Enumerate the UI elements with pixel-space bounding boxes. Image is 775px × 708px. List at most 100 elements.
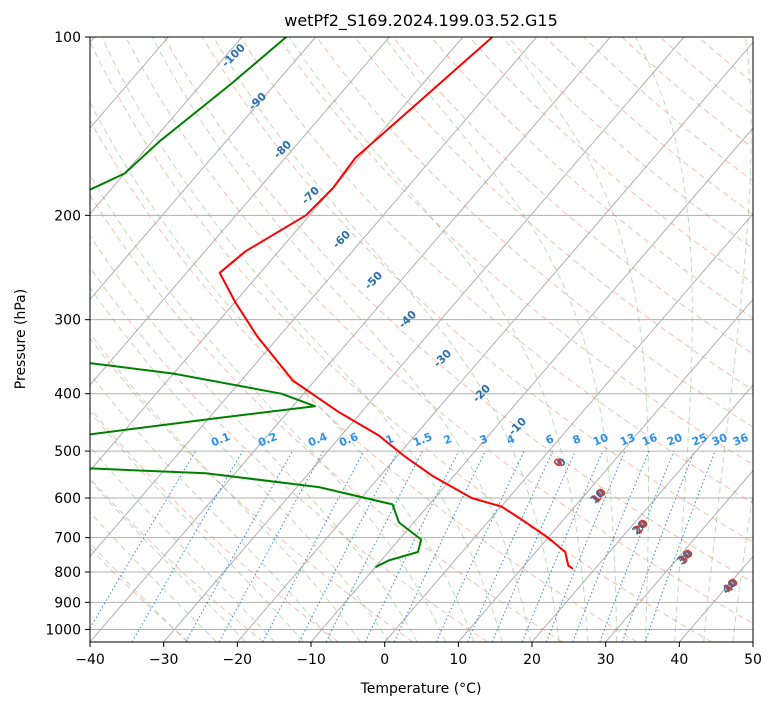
mixing-ratio-line (545, 450, 626, 642)
y-tick-label: 900 (54, 595, 81, 611)
y-tick-label: 600 (54, 491, 81, 507)
moist-adiabat (90, 411, 304, 642)
mixing-ratio-line (218, 450, 324, 642)
mixing-ratio-label: 20 (665, 431, 684, 449)
x-axis-ticks: −40 −30 −20 −10 0 10 20 30 40 50 (75, 642, 762, 668)
dry-adiabat (90, 40, 712, 642)
mixing-ratio-line (185, 450, 293, 642)
mixing-ratio-line (521, 450, 604, 642)
dry-adiabat (90, 337, 414, 642)
isotherm--80 (90, 37, 317, 301)
moist-adiabat (502, 37, 649, 642)
mixing-ratio-line (572, 450, 650, 642)
isotherm--30 (163, 37, 685, 642)
moist-adiabat (90, 332, 361, 642)
moist-adiabat (634, 37, 693, 642)
x-tick-label: −20 (223, 652, 253, 668)
isotherm--50 (90, 37, 538, 558)
isotherm--40 (90, 37, 611, 642)
mixing-ratio-label: 1 (384, 432, 396, 447)
y-tick-label: 300 (54, 313, 81, 329)
mixing-ratio-line (325, 450, 423, 642)
moist-adiabat (213, 37, 560, 642)
sounding-lines (90, 37, 574, 570)
chart-title: wetPf2_S169.2024.199.03.52.G15 (284, 11, 558, 31)
isotherm-10 (457, 298, 753, 642)
mixing-ratio-label: 8 (571, 432, 583, 447)
moist-adiabat (732, 489, 753, 642)
isotherm--20 (236, 41, 753, 642)
x-tick-label: 40 (670, 652, 688, 668)
dry-adiabat (90, 407, 339, 642)
isotherm-30 (605, 469, 753, 642)
dry-adiabat (392, 37, 753, 355)
dry-adiabat (163, 37, 753, 583)
mixing-ratio-line (491, 450, 576, 642)
mixing-ratio-label: 13 (618, 431, 637, 449)
dry-adiabat (90, 477, 264, 642)
x-tick-label: −40 (75, 652, 105, 668)
mixing-ratio-label: 25 (690, 431, 709, 449)
x-tick-label: 30 (597, 652, 615, 668)
dry-adiabat (430, 37, 753, 319)
mixing-ratio-line (262, 450, 365, 642)
moist-adiabat (90, 373, 333, 642)
dewpoint-profile-line (90, 37, 423, 569)
mixing-ratio-label: 3 (478, 432, 490, 447)
mixing-ratio-line (467, 450, 554, 642)
mixing-ratio-label: 2 (442, 432, 454, 447)
y-tick-label: 700 (54, 531, 81, 547)
mixing-ratio-label: 30 (710, 431, 729, 449)
plot-frame (89, 36, 754, 643)
x-tick-label: −10 (296, 652, 326, 668)
dry-adiabats (90, 37, 753, 642)
mixing-ratio-label: 16 (640, 431, 659, 449)
moist-adiabat (90, 479, 247, 642)
x-tick-label: −30 (149, 652, 179, 668)
y-axis-ticks: 100 200 300 400 500 600 700 800 900 1000 (45, 30, 90, 638)
dry-adiabat (90, 119, 638, 642)
dry-adiabat (201, 37, 753, 543)
mixing-ratio-line (621, 450, 695, 642)
mixing-ratio-line (364, 450, 460, 642)
moist-adiabat (90, 446, 276, 642)
moist-adiabats (90, 37, 753, 642)
moist-adiabat (288, 37, 589, 642)
x-tick-label: 0 (380, 652, 389, 668)
x-tick-label: 20 (523, 652, 541, 668)
isotherm--10 (310, 127, 753, 642)
x-tick-label: 50 (744, 652, 762, 668)
mixing-ratio-label: 10 (591, 431, 610, 449)
moist-adiabat (90, 101, 475, 642)
mixing-ratio-label: 36 (731, 431, 750, 449)
grid-layer (90, 37, 753, 642)
dry-adiabat (354, 37, 753, 391)
isotherm-0 (384, 212, 753, 642)
isotherm-20 (531, 384, 753, 642)
y-tick-label: 1000 (45, 622, 81, 638)
y-tick-label: 200 (54, 208, 81, 224)
moist-adiabat (90, 286, 390, 642)
dry-adiabat (316, 37, 753, 428)
dry-adiabat (239, 37, 753, 504)
y-axis-label: Pressure (hPa) (13, 289, 29, 389)
temperature-profile-line (218, 37, 574, 570)
x-tick-label: 10 (449, 652, 467, 668)
mixing-ratio-line (644, 450, 716, 642)
isotherm--70 (90, 37, 390, 386)
x-axis-label: Temperature (°C) (360, 681, 482, 697)
y-tick-label: 800 (54, 565, 81, 581)
dry-adiabat (90, 194, 563, 642)
moist-adiabat (101, 37, 503, 642)
y-tick-label: 100 (54, 30, 81, 46)
dry-adiabat (125, 37, 753, 624)
moist-adiabat (90, 234, 418, 642)
mixing-ratio-line (599, 450, 675, 642)
y-tick-label: 400 (54, 387, 81, 403)
moist-adiabat (703, 37, 752, 642)
mixing-ratio-lines (90, 450, 716, 642)
isotherm--60 (90, 37, 464, 472)
moist-adiabat (90, 174, 447, 642)
dry-adiabat (90, 266, 488, 642)
